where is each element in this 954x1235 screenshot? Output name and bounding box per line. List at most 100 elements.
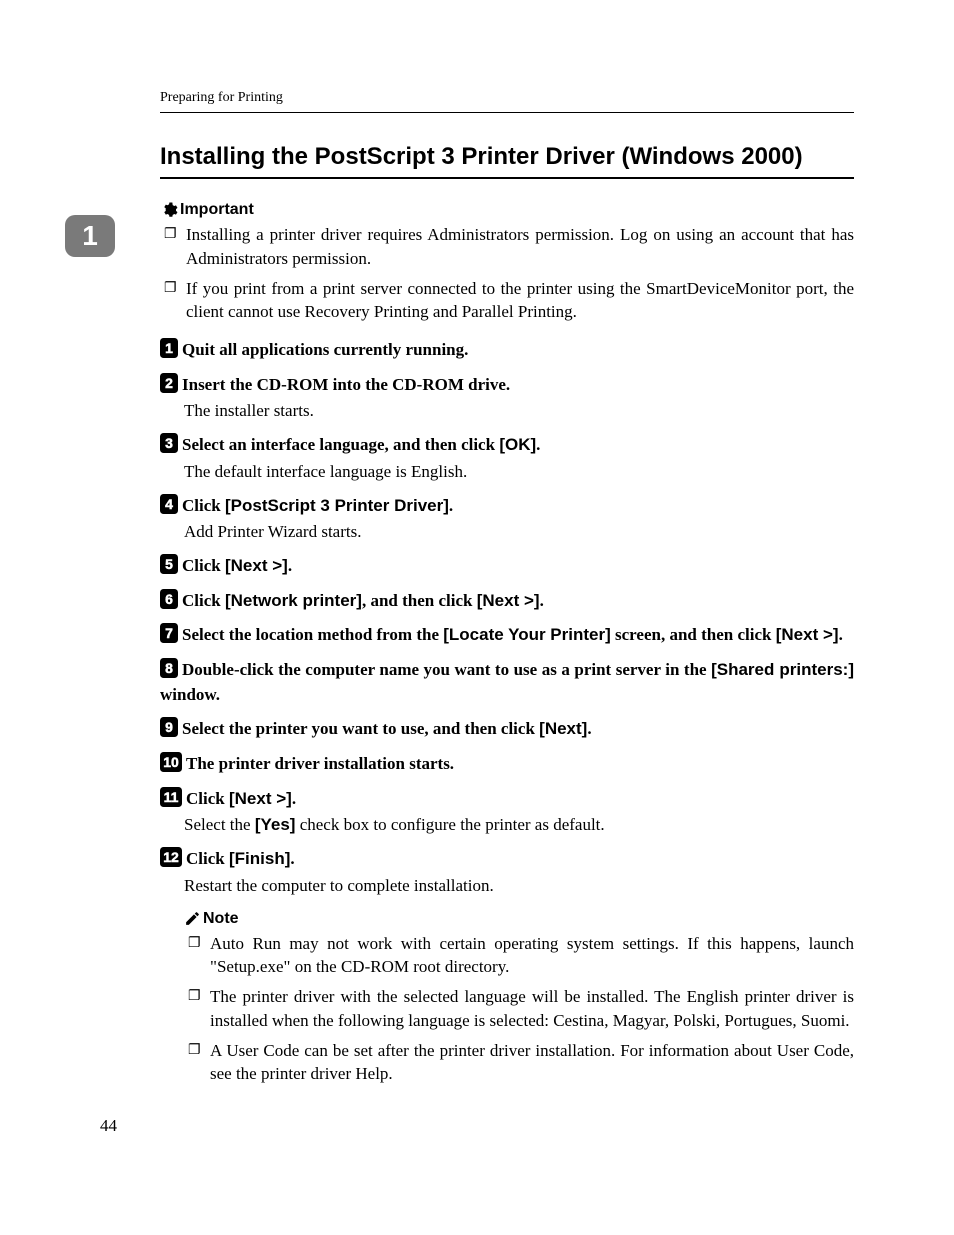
ui-label: [Shared printers:] xyxy=(711,660,854,679)
step-number-icon: 1 xyxy=(160,338,178,358)
ui-label: [Next] xyxy=(539,719,587,738)
step: 11 Click [Next >].Select the [Yes] check… xyxy=(160,787,854,837)
svg-text:6: 6 xyxy=(165,591,173,607)
step-text: Quit all applications currently running. xyxy=(182,340,468,359)
step-text: Double-click the computer name you want … xyxy=(182,660,711,679)
step-number-icon: 6 xyxy=(160,589,178,609)
step-head: 6 Click [Network printer], and then clic… xyxy=(160,589,854,614)
steps-container: 1 Quit all applications currently runnin… xyxy=(160,338,854,897)
step-number-icon: 3 xyxy=(160,433,178,453)
step-text: . xyxy=(839,625,843,644)
ui-label: [Next >] xyxy=(229,789,292,808)
step: 9 Select the printer you want to use, an… xyxy=(160,717,854,742)
step-head: 1 Quit all applications currently runnin… xyxy=(160,338,854,363)
step-number-icon: 2 xyxy=(160,373,178,393)
step-text: The printer driver installation starts. xyxy=(186,754,454,773)
svg-text:8: 8 xyxy=(165,660,173,676)
step-head: 7 Select the location method from the [L… xyxy=(160,623,854,648)
step: 7 Select the location method from the [L… xyxy=(160,623,854,648)
title-rule xyxy=(160,177,854,179)
ui-label: [Yes] xyxy=(255,815,296,834)
step-text: . xyxy=(290,849,294,868)
step-text: Select an interface language, and then c… xyxy=(182,435,499,454)
step-text: . xyxy=(292,789,296,808)
step-head: 9 Select the printer you want to use, an… xyxy=(160,717,854,742)
step-body: Restart the computer to complete install… xyxy=(184,874,854,898)
ui-label: [Next >] xyxy=(477,591,540,610)
ui-label: [Next >] xyxy=(776,625,839,644)
svg-text:12: 12 xyxy=(163,849,179,865)
step-body: The default interface language is Englis… xyxy=(184,460,854,484)
svg-text:1: 1 xyxy=(165,340,173,356)
step-text: . xyxy=(449,496,453,515)
note-label-text: Note xyxy=(203,910,239,928)
step-head: 11 Click [Next >]. xyxy=(160,787,854,812)
step: 5 Click [Next >]. xyxy=(160,554,854,579)
step-text: Select the printer you want to use, and … xyxy=(182,719,539,738)
running-header: Preparing for Printing xyxy=(160,90,854,106)
step-text: Click xyxy=(182,591,225,610)
step: 2 Insert the CD-ROM into the CD-ROM driv… xyxy=(160,373,854,423)
step: 3 Select an interface language, and then… xyxy=(160,433,854,483)
step-body-text: check box to configure the printer as de… xyxy=(295,815,604,834)
svg-text:9: 9 xyxy=(165,719,173,735)
step-number-icon: 10 xyxy=(160,752,182,772)
note-block: Note Auto Run may not work with certain … xyxy=(184,910,854,1087)
step-body: The installer starts. xyxy=(184,399,854,423)
step-head: 10 The printer driver installation start… xyxy=(160,752,854,777)
step-number-icon: 12 xyxy=(160,847,182,867)
ui-label: [Network printer] xyxy=(225,591,362,610)
content-area: Installing the PostScript 3 Printer Driv… xyxy=(160,143,854,1086)
step-number-icon: 5 xyxy=(160,554,178,574)
step-text: Click xyxy=(182,556,225,575)
step-text: Insert the CD-ROM into the CD-ROM drive. xyxy=(182,375,510,394)
page: Preparing for Printing 1 Installing the … xyxy=(0,0,954,1196)
step: 10 The printer driver installation start… xyxy=(160,752,854,777)
ui-label: [PostScript 3 Printer Driver] xyxy=(225,496,449,515)
svg-text:4: 4 xyxy=(165,496,173,512)
step-body: Select the [Yes] check box to configure … xyxy=(184,813,854,837)
header-rule xyxy=(160,112,854,113)
note-heading: Note xyxy=(184,910,854,928)
step-text: . xyxy=(288,556,292,575)
important-item: If you print from a print server connect… xyxy=(160,277,854,325)
step-text: window. xyxy=(160,685,220,704)
step-text: . xyxy=(536,435,540,454)
step-number-icon: 7 xyxy=(160,623,178,643)
step-text: Click xyxy=(186,849,229,868)
step-text: . xyxy=(540,591,544,610)
ui-label: [Next >] xyxy=(225,556,288,575)
step-text: screen, and then click xyxy=(611,625,776,644)
step: 12 Click [Finish].Restart the computer t… xyxy=(160,847,854,897)
svg-text:11: 11 xyxy=(164,789,179,805)
gear-icon xyxy=(160,201,178,219)
important-label-text: Important xyxy=(180,201,254,219)
step-number-icon: 9 xyxy=(160,717,178,737)
note-list: Auto Run may not work with certain opera… xyxy=(184,932,854,1087)
important-heading: Important xyxy=(160,201,854,219)
pencil-icon xyxy=(184,910,201,927)
page-number: 44 xyxy=(100,1116,854,1136)
step-text: . xyxy=(587,719,591,738)
step-number-icon: 4 xyxy=(160,494,178,514)
step-head: 2 Insert the CD-ROM into the CD-ROM driv… xyxy=(160,373,854,398)
note-item: Auto Run may not work with certain opera… xyxy=(184,932,854,980)
step-body-text: Select the xyxy=(184,815,255,834)
svg-text:5: 5 xyxy=(165,556,173,572)
step: 1 Quit all applications currently runnin… xyxy=(160,338,854,363)
note-item: The printer driver with the selected lan… xyxy=(184,985,854,1033)
ui-label: [Locate Your Printer] xyxy=(443,625,611,644)
step-text: Click xyxy=(182,496,225,515)
svg-text:7: 7 xyxy=(165,625,173,641)
svg-text:3: 3 xyxy=(165,435,173,451)
step: 8 Double-click the computer name you wan… xyxy=(160,658,854,707)
step-head: 12 Click [Finish]. xyxy=(160,847,854,872)
svg-text:2: 2 xyxy=(165,375,173,391)
important-list: Installing a printer driver requires Adm… xyxy=(160,223,854,324)
svg-text:10: 10 xyxy=(163,754,179,770)
step-text: Click xyxy=(186,789,229,808)
ui-label: [Finish] xyxy=(229,849,290,868)
step: 6 Click [Network printer], and then clic… xyxy=(160,589,854,614)
note-item: A User Code can be set after the printer… xyxy=(184,1039,854,1087)
step: 4 Click [PostScript 3 Printer Driver].Ad… xyxy=(160,494,854,544)
